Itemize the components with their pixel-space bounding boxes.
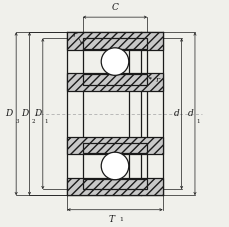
Text: r: r	[154, 76, 158, 84]
Text: d: d	[187, 109, 193, 118]
Text: D: D	[34, 109, 41, 118]
Text: 3: 3	[16, 119, 19, 124]
Text: 1: 1	[44, 119, 48, 124]
Text: D: D	[5, 109, 13, 118]
Bar	[82, 179, 147, 189]
Bar	[82, 143, 147, 153]
Bar	[82, 74, 147, 85]
Text: 1: 1	[196, 119, 199, 124]
Bar	[67, 32, 162, 50]
Bar	[67, 73, 162, 91]
Text: D: D	[21, 109, 28, 118]
Bar	[67, 137, 162, 154]
Bar	[82, 38, 147, 49]
Text: 2: 2	[31, 119, 35, 124]
Text: d: d	[173, 109, 179, 118]
Text: r: r	[72, 31, 76, 39]
Circle shape	[101, 152, 128, 180]
Bar	[67, 178, 162, 195]
Text: T: T	[109, 215, 114, 224]
Text: 1: 1	[119, 217, 123, 222]
Text: C: C	[111, 2, 118, 12]
Circle shape	[101, 48, 128, 75]
